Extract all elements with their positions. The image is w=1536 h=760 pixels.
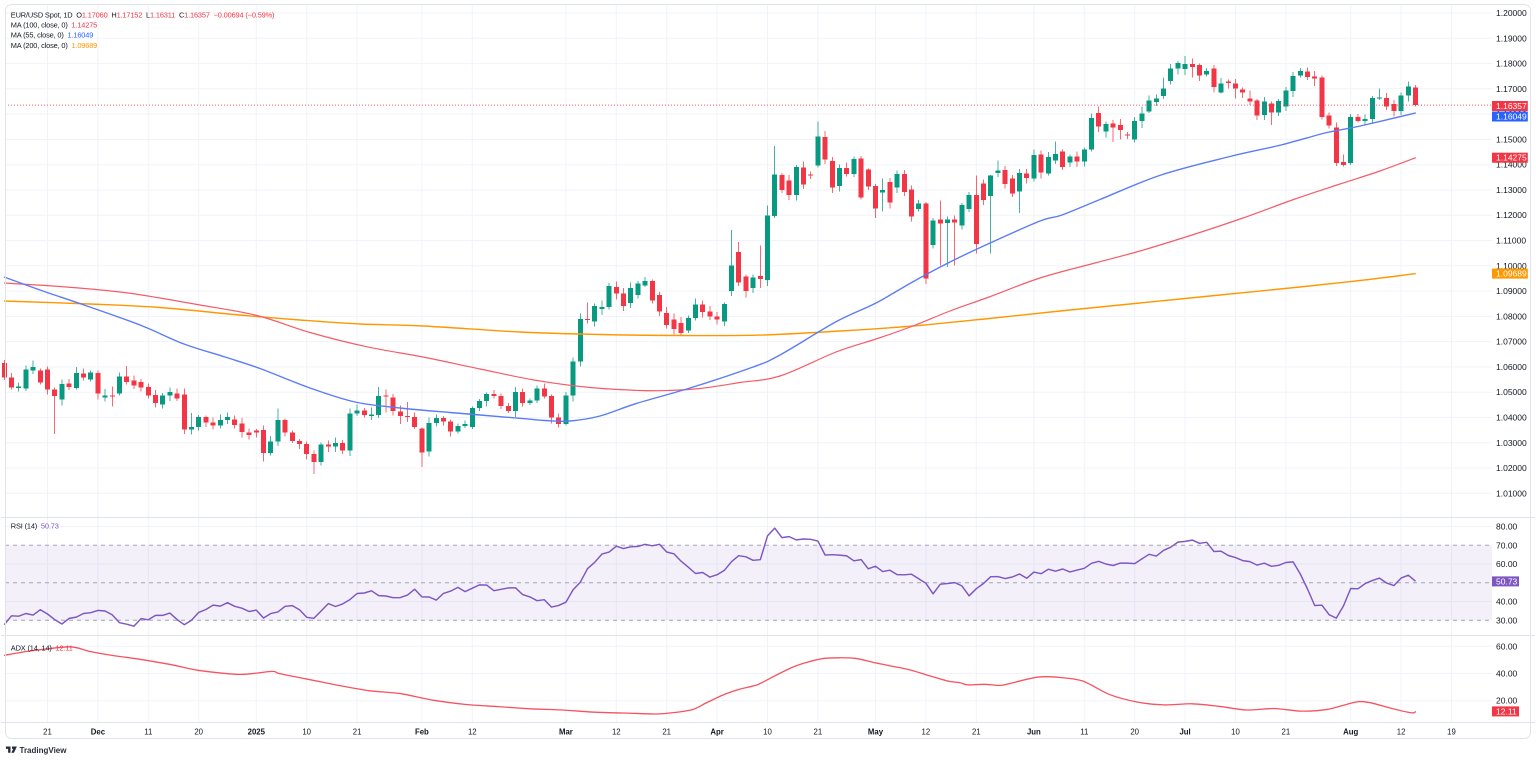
svg-text:11: 11: [1080, 728, 1088, 737]
svg-text:EUR/USD Spot, 1D O1.17060 H1: EUR/USD Spot, 1D O1.17060 H1.17152 L1.16…: [11, 10, 275, 19]
svg-text:1.01000: 1.01000: [1496, 488, 1527, 498]
svg-text:1.09000: 1.09000: [1496, 286, 1527, 296]
svg-text:21: 21: [1282, 728, 1291, 737]
svg-text:12: 12: [468, 728, 477, 737]
svg-text:20: 20: [1130, 728, 1139, 737]
svg-text:1.07000: 1.07000: [1496, 337, 1527, 347]
svg-text:40.00: 40.00: [1496, 669, 1518, 679]
svg-text:1.03000: 1.03000: [1496, 438, 1527, 448]
svg-text:MA (100, close, 0) 1.14275: MA (100, close, 0) 1.14275: [11, 21, 97, 30]
svg-text:Aug: Aug: [1343, 728, 1358, 737]
svg-text:21: 21: [353, 728, 362, 737]
svg-text:70.00: 70.00: [1496, 540, 1518, 550]
svg-text:19: 19: [1447, 728, 1456, 737]
svg-text:MA (55, close, 0) 1.16049: MA (55, close, 0) 1.16049: [11, 31, 93, 40]
svg-text:12: 12: [612, 728, 621, 737]
svg-text:1.20000: 1.20000: [1496, 8, 1527, 18]
svg-text:Jul: Jul: [1179, 728, 1190, 737]
svg-text:12: 12: [922, 728, 931, 737]
svg-text:1.05000: 1.05000: [1496, 387, 1527, 397]
svg-text:1.16357: 1.16357: [1496, 101, 1527, 111]
svg-text:80.00: 80.00: [1496, 522, 1518, 532]
svg-text:May: May: [868, 728, 884, 737]
svg-text:Jun: Jun: [1027, 728, 1041, 737]
svg-text:12.11: 12.11: [1496, 706, 1517, 716]
svg-text:40.00: 40.00: [1496, 597, 1518, 607]
svg-text:60.00: 60.00: [1496, 559, 1518, 569]
svg-text:1.14275: 1.14275: [1496, 153, 1527, 163]
svg-text:60.00: 60.00: [1496, 641, 1518, 651]
svg-text:50.73: 50.73: [1496, 576, 1518, 586]
svg-text:RSI (14) 50.73: RSI (14) 50.73: [11, 521, 59, 530]
svg-text:20: 20: [194, 728, 203, 737]
svg-text:21: 21: [662, 728, 671, 737]
svg-text:30.00: 30.00: [1496, 615, 1518, 625]
svg-text:2025: 2025: [248, 728, 266, 737]
svg-text:1.08000: 1.08000: [1496, 311, 1527, 321]
svg-text:Feb: Feb: [415, 728, 429, 737]
svg-text:1.10000: 1.10000: [1496, 261, 1527, 271]
svg-text:Apr: Apr: [710, 728, 723, 737]
svg-text:20.00: 20.00: [1496, 696, 1518, 706]
svg-text:1.16049: 1.16049: [1496, 112, 1527, 122]
svg-text:21: 21: [814, 728, 823, 737]
svg-text:ADX (14, 14) 12.11: ADX (14, 14) 12.11: [11, 644, 73, 653]
svg-text:1.09689: 1.09689: [1496, 269, 1527, 279]
svg-text:Dec: Dec: [91, 728, 106, 737]
svg-text:1.17000: 1.17000: [1496, 84, 1527, 94]
svg-text:11: 11: [144, 728, 152, 737]
svg-text:21: 21: [43, 728, 52, 737]
svg-text:1.18000: 1.18000: [1496, 59, 1527, 69]
svg-text:TradingView: TradingView: [20, 746, 68, 755]
svg-text:10: 10: [1231, 728, 1240, 737]
svg-text:1.15000: 1.15000: [1496, 134, 1527, 144]
svg-text:21: 21: [972, 728, 981, 737]
svg-text:1.19000: 1.19000: [1496, 33, 1527, 43]
svg-text:1.04000: 1.04000: [1496, 413, 1527, 423]
svg-text:1.11000: 1.11000: [1496, 236, 1526, 246]
svg-text:MA (200, close, 0) 1.09689: MA (200, close, 0) 1.09689: [11, 41, 97, 50]
svg-text:1.14000: 1.14000: [1496, 160, 1527, 170]
svg-text:10: 10: [302, 728, 311, 737]
svg-text:1.02000: 1.02000: [1496, 463, 1527, 473]
svg-text:Mar: Mar: [559, 728, 573, 737]
svg-text:1.06000: 1.06000: [1496, 362, 1527, 372]
svg-text:1.13000: 1.13000: [1496, 185, 1527, 195]
svg-text:10: 10: [763, 728, 772, 737]
svg-text:12: 12: [1397, 728, 1406, 737]
svg-text:1.12000: 1.12000: [1496, 210, 1527, 220]
